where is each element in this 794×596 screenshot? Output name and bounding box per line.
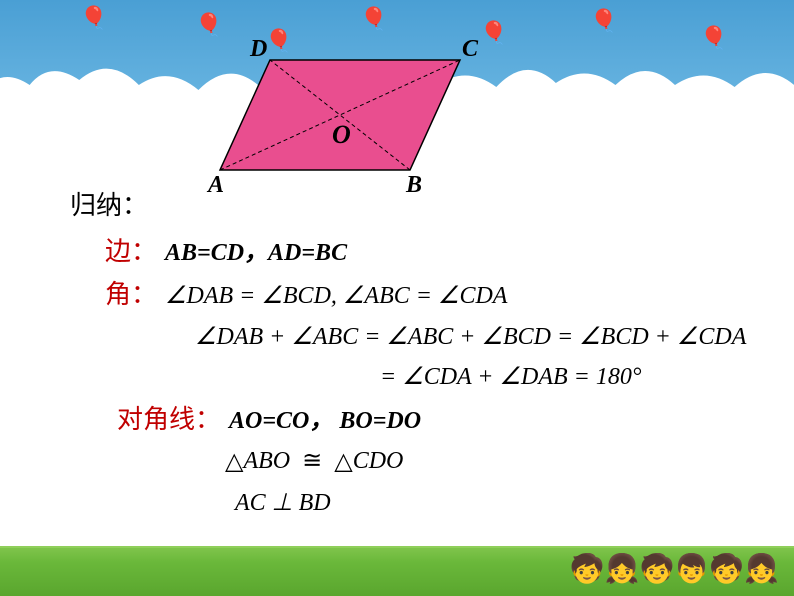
- balloon-icon: 🎈: [700, 25, 727, 51]
- angle-row-2: ∠DAB + ∠ABC = ∠ABC + ∠BCD = ∠BCD + ∠CDA: [195, 318, 754, 356]
- angle-category: 角：: [105, 274, 157, 316]
- balloon-icon: 🎈: [80, 5, 107, 31]
- angle-equations-3: = ∠CDA + ∠DAB = 180°: [380, 358, 641, 396]
- angle-equations-2: ∠DAB + ∠ABC = ∠ABC + ∠BCD = ∠BCD + ∠CDA: [195, 318, 746, 356]
- perpendicular-row: AC ⊥ BD: [235, 484, 754, 522]
- congruence-text: △ABO ≅ △CDO: [225, 442, 403, 481]
- side-equations: AB=CD，AD=BC: [165, 234, 347, 272]
- diagonal-row: 对角线： AO=CO， BO=DO: [82, 399, 754, 441]
- balloon-icon: 🎈: [360, 6, 387, 32]
- center-label-o: O: [332, 120, 351, 149]
- side-row: 边： AB=CD，AD=BC: [70, 231, 754, 273]
- balloon-icon: 🎈: [590, 8, 617, 34]
- summary-label: 归纳：: [70, 185, 754, 227]
- angle-row-3: = ∠CDA + ∠DAB = 180°: [380, 358, 754, 396]
- content-area: 归纳： 边： AB=CD，AD=BC 角： ∠DAB = ∠BCD, ∠ABC …: [70, 185, 754, 524]
- kids-decoration: 🧒👧🧒👦🧒👧: [570, 552, 779, 586]
- diagonal-category: 对角线：: [117, 399, 221, 441]
- angle-row-1: 角： ∠DAB = ∠BCD, ∠ABC = ∠CDA: [70, 274, 754, 316]
- vertex-label-c: C: [462, 40, 479, 62]
- rhombus-diagram: A B C D O: [190, 40, 490, 200]
- balloon-icon: 🎈: [195, 12, 222, 38]
- vertex-label-d: D: [249, 40, 267, 62]
- side-category: 边：: [105, 231, 157, 273]
- angle-equations-1: ∠DAB = ∠BCD, ∠ABC = ∠CDA: [165, 277, 507, 315]
- perpendicular-text: AC ⊥ BD: [235, 484, 331, 522]
- diagonal-equations: AO=CO， BO=DO: [229, 402, 421, 440]
- congruence-row: △ABO ≅ △CDO: [225, 442, 754, 481]
